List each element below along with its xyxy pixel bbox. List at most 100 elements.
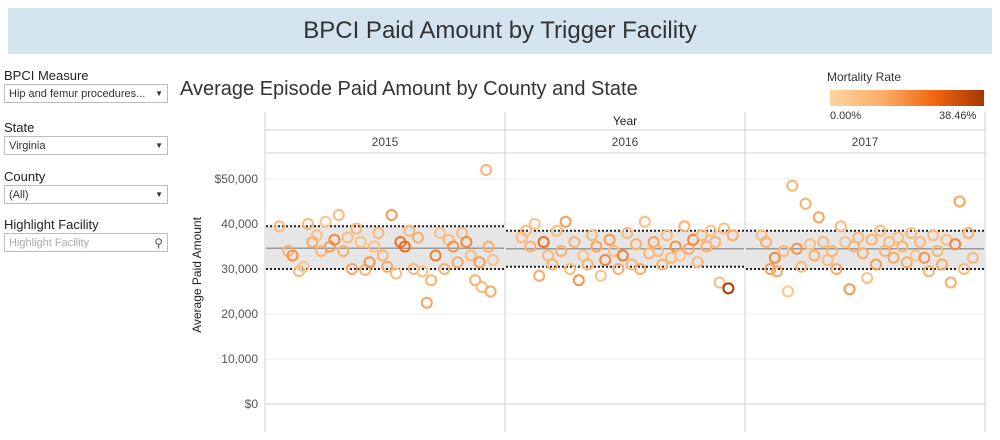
facility-point[interactable] xyxy=(273,220,286,233)
facility-point[interactable] xyxy=(808,249,821,262)
facility-point[interactable] xyxy=(469,274,482,287)
facility-point[interactable] xyxy=(804,238,816,251)
facility-point[interactable] xyxy=(482,240,495,253)
facility-point[interactable] xyxy=(638,215,651,228)
facility-point[interactable] xyxy=(799,197,812,210)
facility-point[interactable] xyxy=(484,285,497,298)
facility-point[interactable] xyxy=(368,240,380,253)
mortality-color-scale[interactable] xyxy=(830,90,984,106)
facility-point[interactable] xyxy=(460,236,473,248)
facility-point[interactable] xyxy=(616,249,629,262)
facility-point[interactable] xyxy=(834,220,847,233)
facility-point[interactable] xyxy=(905,227,918,239)
facility-point[interactable] xyxy=(621,227,634,239)
facility-point[interactable] xyxy=(398,240,411,253)
facility-point[interactable] xyxy=(852,231,865,244)
facility-point[interactable] xyxy=(630,238,642,251)
facility-point[interactable] xyxy=(918,251,931,264)
facility-point[interactable] xyxy=(962,227,975,239)
facility-point[interactable] xyxy=(795,260,808,273)
facility-point[interactable] xyxy=(817,236,830,248)
facility-point[interactable] xyxy=(302,218,314,230)
facility-point[interactable] xyxy=(652,245,664,257)
facility-point[interactable] xyxy=(612,263,625,275)
facility-point[interactable] xyxy=(319,215,332,228)
facility-point[interactable] xyxy=(341,231,354,244)
facility-point[interactable] xyxy=(564,263,576,275)
facility-point[interactable] xyxy=(887,251,900,264)
facility-point[interactable] xyxy=(310,229,323,242)
facility-point[interactable] xyxy=(381,260,394,273)
facility-point[interactable] xyxy=(581,258,594,271)
facility-point[interactable] xyxy=(555,245,568,257)
facility-point[interactable] xyxy=(764,263,777,275)
facility-point[interactable] xyxy=(900,256,913,269)
facility-point[interactable] xyxy=(546,258,559,271)
facility-point[interactable] xyxy=(634,263,647,275)
facility-point[interactable] xyxy=(390,267,402,280)
facility-point[interactable] xyxy=(447,240,460,253)
facility-point[interactable] xyxy=(537,236,550,248)
facility-point[interactable] xyxy=(572,274,585,287)
facility-point[interactable] xyxy=(786,179,799,192)
facility-point[interactable] xyxy=(966,251,979,264)
facility-point[interactable] xyxy=(528,218,541,230)
facility-point[interactable] xyxy=(297,260,310,273)
facility-point[interactable] xyxy=(709,236,722,248)
state-dropdown[interactable]: Virginia ▼ xyxy=(4,136,168,155)
measure-dropdown[interactable]: Hip and femur procedures... ▼ xyxy=(4,84,168,103)
facility-point[interactable] xyxy=(337,245,350,257)
facility-point[interactable] xyxy=(594,269,607,282)
facility-point[interactable] xyxy=(865,233,878,246)
facility-point[interactable] xyxy=(674,249,686,262)
facility-point[interactable] xyxy=(782,285,794,298)
county-dropdown[interactable]: (All) ▼ xyxy=(4,185,168,204)
facility-point[interactable] xyxy=(927,229,940,242)
facility-point[interactable] xyxy=(843,283,856,296)
facility-point[interactable] xyxy=(704,224,717,237)
facility-point[interactable] xyxy=(385,209,398,221)
facility-point[interactable] xyxy=(346,263,358,275)
facility-point[interactable] xyxy=(953,195,966,208)
facility-point[interactable] xyxy=(412,231,424,244)
facility-point[interactable] xyxy=(559,215,572,228)
facility-point[interactable] xyxy=(771,265,783,278)
facility-point[interactable] xyxy=(826,245,838,257)
facility-point[interactable] xyxy=(451,256,464,269)
facility-point[interactable] xyxy=(376,249,389,262)
facility-point[interactable] xyxy=(870,258,882,271)
facility-point[interactable] xyxy=(660,229,673,242)
facility-point[interactable] xyxy=(958,263,970,275)
facility-point[interactable] xyxy=(861,272,874,284)
facility-point[interactable] xyxy=(944,276,957,289)
facility-point[interactable] xyxy=(429,249,442,262)
facility-point[interactable] xyxy=(726,229,739,242)
facility-point[interactable] xyxy=(332,209,345,221)
facility-point[interactable] xyxy=(363,256,376,269)
facility-point[interactable] xyxy=(931,245,944,257)
facility-point[interactable] xyxy=(678,220,691,233)
facility-point[interactable] xyxy=(416,265,429,278)
facility-point[interactable] xyxy=(777,245,790,257)
facility-point[interactable] xyxy=(856,247,869,260)
facility-point[interactable] xyxy=(524,240,537,253)
facility-point[interactable] xyxy=(354,236,367,248)
facility-point[interactable] xyxy=(599,254,612,266)
facility-point[interactable] xyxy=(790,242,803,255)
facility-point[interactable] xyxy=(480,164,493,176)
facility-point[interactable] xyxy=(372,227,385,239)
facility-point[interactable] xyxy=(328,233,341,246)
facility-point[interactable] xyxy=(603,233,616,246)
highlight-facility-input[interactable]: Highlight Facility ⚲ xyxy=(4,233,168,252)
facility-point[interactable] xyxy=(768,251,781,264)
facility-point[interactable] xyxy=(286,249,299,262)
facility-point[interactable] xyxy=(713,276,726,289)
facility-point[interactable] xyxy=(760,236,772,248)
facility-point[interactable] xyxy=(722,282,735,295)
facility-point[interactable] xyxy=(473,256,486,269)
facility-point[interactable] xyxy=(486,254,499,266)
facility-point[interactable] xyxy=(914,236,926,248)
facility-point[interactable] xyxy=(420,296,433,309)
facility-point[interactable] xyxy=(520,224,532,237)
facility-point[interactable] xyxy=(438,263,451,275)
